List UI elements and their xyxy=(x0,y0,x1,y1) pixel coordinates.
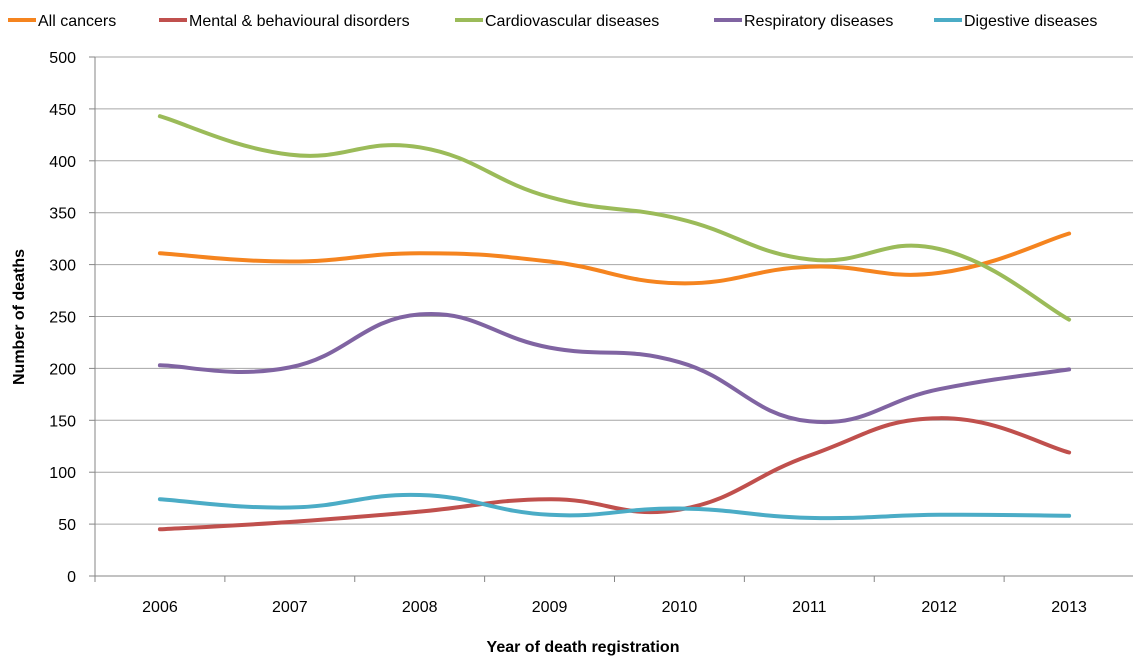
y-tick-label: 200 xyxy=(49,361,76,378)
x-tick-label: 2007 xyxy=(272,599,308,616)
legend-label-all-cancers: All cancers xyxy=(38,13,116,30)
y-tick-label: 500 xyxy=(49,50,76,67)
series-line-mental-and-behavioural-disorders xyxy=(157,416,1072,532)
legend-label-mental-and-behavioural-disorders: Mental & behavioural disorders xyxy=(189,13,410,30)
y-tick-label: 450 xyxy=(49,102,76,119)
x-tick-label: 2006 xyxy=(142,599,178,616)
y-tick-label: 50 xyxy=(58,517,76,534)
x-tick-label: 2013 xyxy=(1051,599,1087,616)
x-axis-title: Year of death registration xyxy=(487,639,680,656)
legend-label-cardiovascular-diseases: Cardiovascular diseases xyxy=(485,13,659,30)
series-line-digestive-diseases xyxy=(157,492,1072,521)
x-tick-label: 2012 xyxy=(921,599,957,616)
y-axis-tick-labels: 0 50 100 150 200 250 300 350 400 450 500 xyxy=(49,50,76,586)
y-axis-title: Number of deaths xyxy=(11,249,28,385)
axes xyxy=(89,56,1133,582)
legend-label-respiratory-diseases: Respiratory diseases xyxy=(744,13,893,30)
x-tick-label: 2009 xyxy=(532,599,568,616)
y-tick-label: 150 xyxy=(49,413,76,430)
series-line-cardiovascular-diseases xyxy=(157,114,1072,322)
x-tick-label: 2011 xyxy=(792,599,827,616)
series-line-all-cancers xyxy=(157,231,1072,286)
y-tick-label: 300 xyxy=(49,258,76,275)
y-tick-label: 100 xyxy=(49,465,76,482)
legend-label-digestive-diseases: Digestive diseases xyxy=(964,13,1097,30)
series-lines xyxy=(157,114,1072,532)
x-tick-label: 2008 xyxy=(402,599,438,616)
gridlines xyxy=(95,56,1133,525)
y-tick-label: 0 xyxy=(67,569,76,586)
y-tick-label: 350 xyxy=(49,206,76,223)
y-tick-label: 250 xyxy=(49,310,76,327)
x-tick-label: 2010 xyxy=(662,599,698,616)
series-line-respiratory-diseases xyxy=(157,311,1072,425)
y-tick-label: 400 xyxy=(49,154,76,171)
x-axis-tick-labels: 2006 2007 2008 2009 2010 2011 2012 2013 xyxy=(142,599,1087,616)
legend: All cancers Mental & behavioural disorder… xyxy=(8,13,1097,30)
